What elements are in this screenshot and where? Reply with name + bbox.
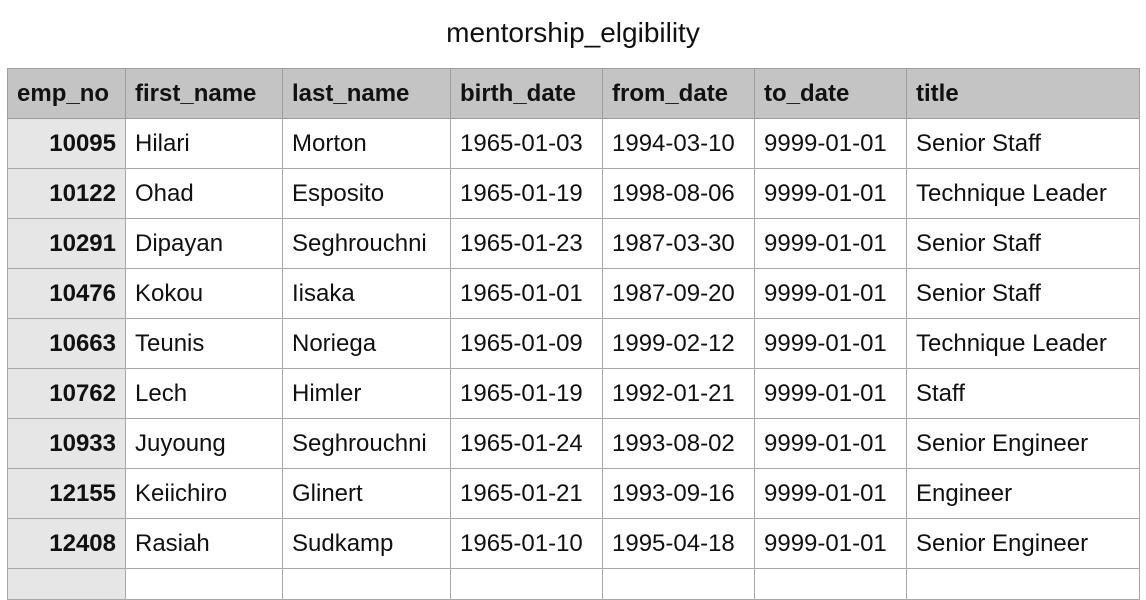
- table-row[interactable]: 10476 Kokou Iisaka 1965-01-01 1987-09-20 9999…: [7, 268, 1140, 319]
- table-cell-last-name: Noriega: [282, 318, 451, 369]
- table-cell-to-date: 9999-01-01: [754, 518, 907, 569]
- table-cell-last-name: Seghrouchni: [282, 418, 451, 469]
- table-row[interactable]: 10663 Teunis Noriega 1965-01-09 1999-02-12 99…: [7, 318, 1140, 369]
- table-cell-from-date: 1999-02-12: [602, 318, 755, 369]
- table-cell-empty: [282, 568, 451, 600]
- table-row[interactable]: 12408 Rasiah Sudkamp 1965-01-10 1995-04-18 99…: [7, 518, 1140, 569]
- table-cell-first-name: Hilari: [125, 118, 283, 169]
- column-header[interactable]: to_date: [754, 68, 907, 119]
- data-table: emp_no first_name last_name birth_date f…: [7, 68, 1140, 600]
- column-header[interactable]: from_date: [602, 68, 755, 119]
- table-cell-empty: [7, 568, 126, 600]
- table-cell-title: Senior Engineer: [906, 518, 1140, 569]
- table-cell-empty: [450, 568, 603, 600]
- table-row[interactable]: 10095 Hilari Morton 1965-01-03 1994-03-10 999…: [7, 118, 1140, 169]
- table-cell-first-name: Keiichiro: [125, 468, 283, 519]
- table-body: 10095 Hilari Morton 1965-01-03 1994-03-10 999…: [7, 118, 1140, 600]
- table-cell-birth-date: 1965-01-24: [450, 418, 603, 469]
- table-cell-last-name: Esposito: [282, 168, 451, 219]
- table-cell-birth-date: 1965-01-03: [450, 118, 603, 169]
- table-cell-title: Staff: [906, 368, 1140, 419]
- table-cell-empty: [125, 568, 283, 600]
- table-cell-birth-date: 1965-01-21: [450, 468, 603, 519]
- table-cell-to-date: 9999-01-01: [754, 318, 907, 369]
- table-cell-to-date: 9999-01-01: [754, 468, 907, 519]
- table-cell-last-name: Sudkamp: [282, 518, 451, 569]
- table-cell-emp-no: 10762: [7, 368, 126, 419]
- table-row[interactable]: 12155 Keiichiro Glinert 1965-01-21 1993-09-1…: [7, 468, 1140, 519]
- table-cell-last-name: Morton: [282, 118, 451, 169]
- table-cell-from-date: 1987-03-30: [602, 218, 755, 269]
- table-cell-first-name: Juyoung: [125, 418, 283, 469]
- column-header[interactable]: first_name: [125, 68, 283, 119]
- header-row: emp_no first_name last_name birth_date f…: [7, 68, 1140, 119]
- table-cell-title: Senior Staff: [906, 218, 1140, 269]
- table-cell-empty: [906, 568, 1140, 600]
- table-cell-last-name: Iisaka: [282, 268, 451, 319]
- table-cell-birth-date: 1965-01-23: [450, 218, 603, 269]
- table-cell-first-name: Ohad: [125, 168, 283, 219]
- column-header[interactable]: last_name: [282, 68, 451, 119]
- table-cell-emp-no: 10095: [7, 118, 126, 169]
- table-cell-first-name: Rasiah: [125, 518, 283, 569]
- table-cell-emp-no: 10476: [7, 268, 126, 319]
- table-cell-from-date: 1995-04-18: [602, 518, 755, 569]
- table-cell-empty: [602, 568, 755, 600]
- table-cell-emp-no: 12408: [7, 518, 126, 569]
- table-cell-last-name: Himler: [282, 368, 451, 419]
- table-row[interactable]: 10291 Dipayan Seghrouchni 1965-01-23 1987-03…: [7, 218, 1140, 269]
- table-cell-birth-date: 1965-01-19: [450, 168, 603, 219]
- table-cell-from-date: 1992-01-21: [602, 368, 755, 419]
- table-row[interactable]: 10122 Ohad Esposito 1965-01-19 1998-08-06 999…: [7, 168, 1140, 219]
- table-cell-from-date: 1987-09-20: [602, 268, 755, 319]
- table-cell-emp-no: 10291: [7, 218, 126, 269]
- table-cell-emp-no: 10933: [7, 418, 126, 469]
- table-cell-first-name: Dipayan: [125, 218, 283, 269]
- table-cell-title: Senior Staff: [906, 118, 1140, 169]
- table-cell-first-name: Kokou: [125, 268, 283, 319]
- table-cell-to-date: 9999-01-01: [754, 418, 907, 469]
- table-cell-from-date: 1993-09-16: [602, 468, 755, 519]
- table-row-partial: [7, 568, 1140, 600]
- table-cell-first-name: Teunis: [125, 318, 283, 369]
- table-cell-from-date: 1994-03-10: [602, 118, 755, 169]
- column-header[interactable]: birth_date: [450, 68, 603, 119]
- table-cell-birth-date: 1965-01-09: [450, 318, 603, 369]
- table-cell-to-date: 9999-01-01: [754, 268, 907, 319]
- table-cell-emp-no: 12155: [7, 468, 126, 519]
- table-cell-to-date: 9999-01-01: [754, 368, 907, 419]
- table-row[interactable]: 10762 Lech Himler 1965-01-19 1992-01-21 9999-…: [7, 368, 1140, 419]
- table-cell-to-date: 9999-01-01: [754, 218, 907, 269]
- column-header[interactable]: emp_no: [7, 68, 126, 119]
- table-cell-birth-date: 1965-01-10: [450, 518, 603, 569]
- table-cell-to-date: 9999-01-01: [754, 118, 907, 169]
- table-cell-title: Technique Leader: [906, 168, 1140, 219]
- table-cell-title: Senior Engineer: [906, 418, 1140, 469]
- table-row[interactable]: 10933 Juyoung Seghrouchni 1965-01-24 1993-08…: [7, 418, 1140, 469]
- table-cell-last-name: Seghrouchni: [282, 218, 451, 269]
- table-cell-from-date: 1993-08-02: [602, 418, 755, 469]
- table-cell-from-date: 1998-08-06: [602, 168, 755, 219]
- table-cell-first-name: Lech: [125, 368, 283, 419]
- table-cell-birth-date: 1965-01-19: [450, 368, 603, 419]
- table-cell-birth-date: 1965-01-01: [450, 268, 603, 319]
- table-cell-last-name: Glinert: [282, 468, 451, 519]
- table-cell-emp-no: 10663: [7, 318, 126, 369]
- table-cell-title: Engineer: [906, 468, 1140, 519]
- table-cell-emp-no: 10122: [7, 168, 126, 219]
- table-cell-empty: [754, 568, 907, 600]
- table-cell-to-date: 9999-01-01: [754, 168, 907, 219]
- column-header[interactable]: title: [906, 68, 1140, 119]
- table-cell-title: Technique Leader: [906, 318, 1140, 369]
- table-title: mentorship_elgibility: [446, 17, 700, 48]
- table-cell-title: Senior Staff: [906, 268, 1140, 319]
